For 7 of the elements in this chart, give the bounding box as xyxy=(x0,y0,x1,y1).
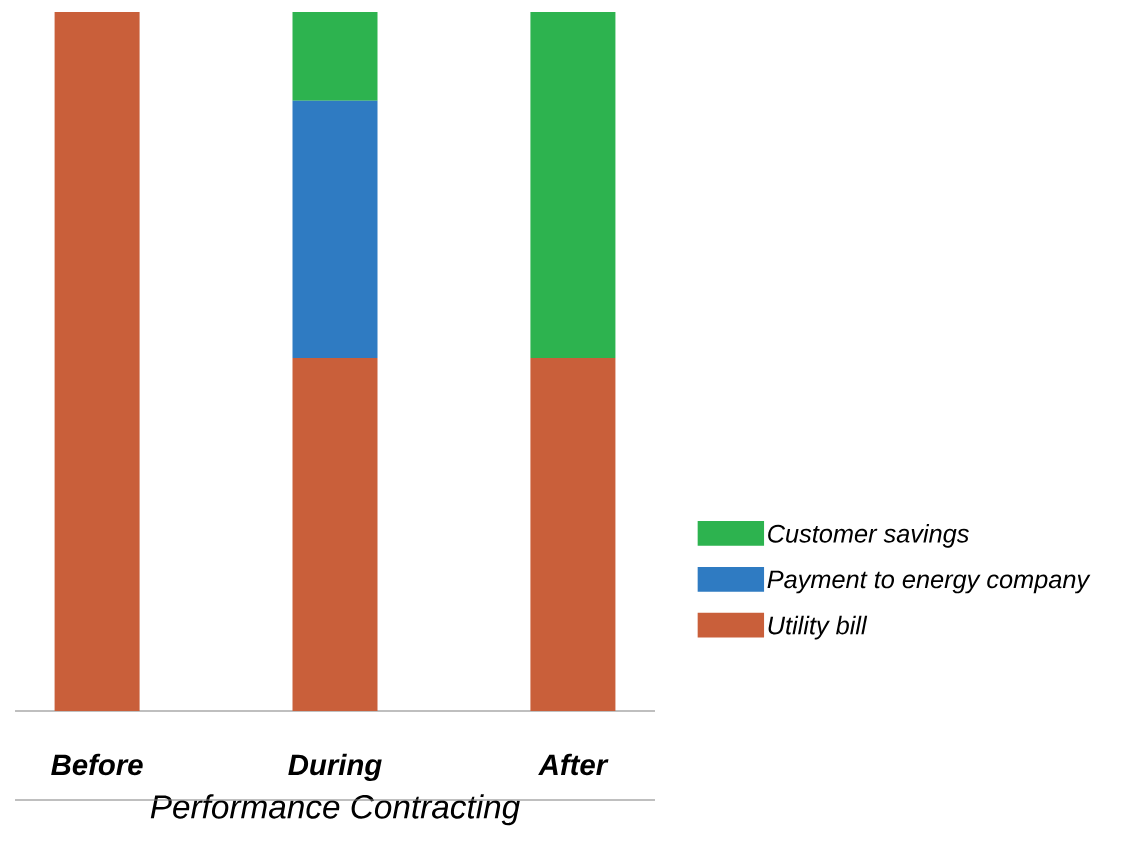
x-tick-label: After xyxy=(538,753,609,776)
legend-label: Payment to energy company xyxy=(767,570,1091,594)
x-tick-label: Before xyxy=(51,753,143,776)
legend-label: Customer savings xyxy=(768,524,969,548)
x-axis-title: Performance Contracting xyxy=(150,794,520,826)
x-tick-label: During xyxy=(288,753,382,782)
legend-label: Utility bill xyxy=(768,615,868,640)
